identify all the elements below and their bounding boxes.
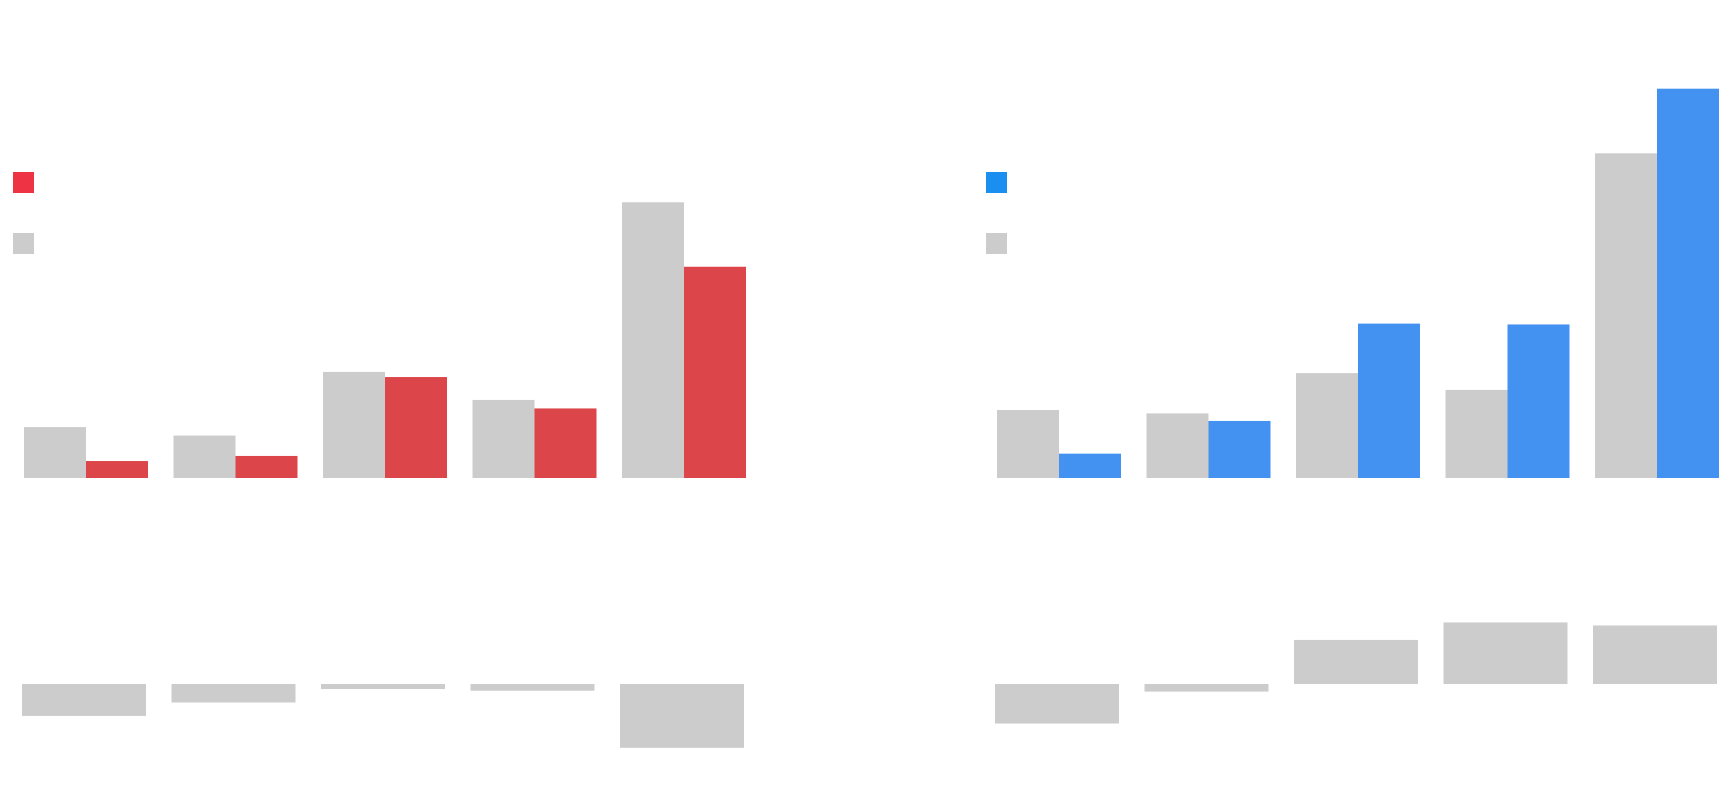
accent-bar xyxy=(534,408,597,478)
accent-bar xyxy=(385,377,447,478)
baseline-bar xyxy=(1146,413,1209,478)
baseline-bar xyxy=(1296,373,1358,478)
difference-bar xyxy=(1144,684,1269,692)
difference-bar xyxy=(1593,625,1717,684)
difference-bar xyxy=(1294,639,1418,684)
difference-bar xyxy=(620,684,744,748)
left-chart-panel xyxy=(22,202,746,748)
accent-bar xyxy=(1358,323,1420,478)
baseline-bar xyxy=(323,371,385,478)
accent-bar xyxy=(1059,453,1121,478)
baseline-bar xyxy=(24,427,86,478)
legend-swatch-accent xyxy=(986,172,1007,193)
accent-bar xyxy=(1657,88,1719,478)
difference-bar xyxy=(321,684,445,690)
accent-bar xyxy=(235,455,298,478)
baseline-bar xyxy=(997,410,1059,478)
difference-bar xyxy=(22,684,146,716)
difference-bar xyxy=(470,684,595,691)
difference-bar xyxy=(171,684,296,703)
legend-swatch-baseline xyxy=(13,233,34,254)
accent-bar xyxy=(86,461,148,478)
difference-bar xyxy=(995,684,1119,724)
legend-swatch-accent xyxy=(13,172,34,193)
legend-swatch-baseline xyxy=(986,233,1007,254)
baseline-bar xyxy=(472,399,535,478)
difference-bar xyxy=(1443,622,1568,684)
baseline-bar xyxy=(173,435,236,478)
baseline-bar xyxy=(1595,153,1657,478)
right-chart-panel xyxy=(995,88,1719,724)
accent-bar xyxy=(1208,420,1271,478)
accent-bar xyxy=(684,266,746,478)
baseline-bar xyxy=(622,202,684,478)
baseline-bar xyxy=(1445,389,1508,478)
accent-bar xyxy=(1507,324,1570,478)
